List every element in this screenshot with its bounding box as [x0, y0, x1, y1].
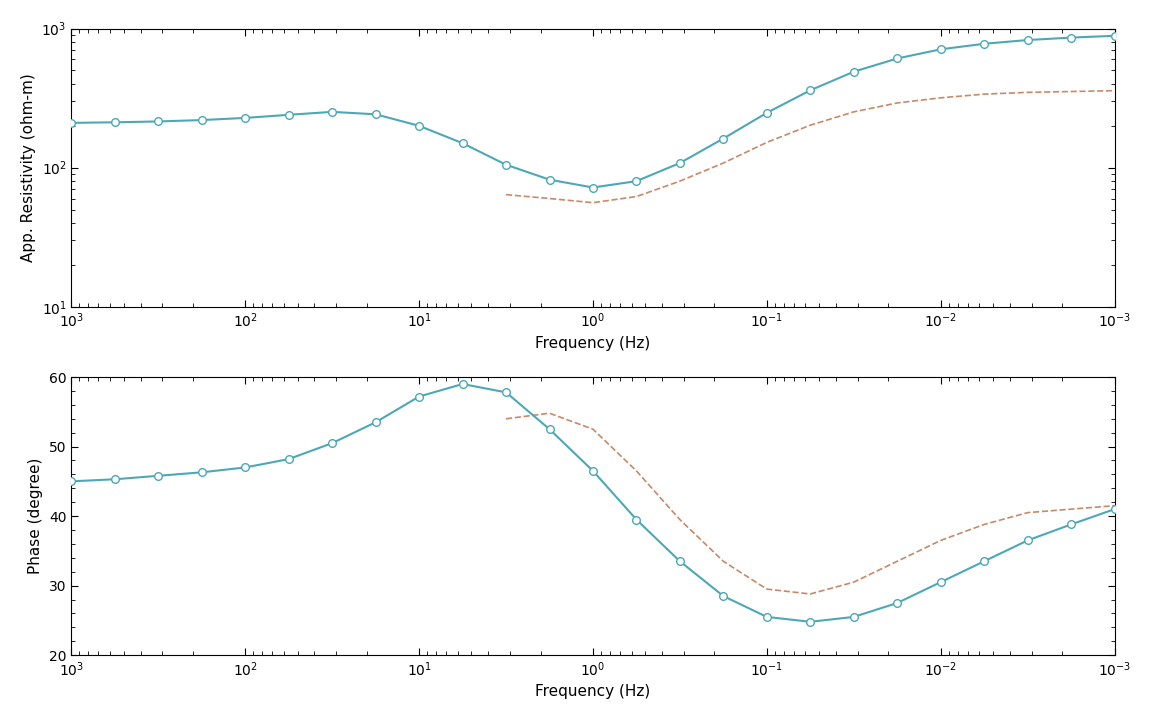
Y-axis label: App. Resistivity (ohm-m): App. Resistivity (ohm-m)	[21, 73, 36, 262]
Y-axis label: Phase (degree): Phase (degree)	[29, 458, 44, 575]
X-axis label: Frequency (Hz): Frequency (Hz)	[536, 336, 651, 351]
X-axis label: Frequency (Hz): Frequency (Hz)	[536, 684, 651, 699]
